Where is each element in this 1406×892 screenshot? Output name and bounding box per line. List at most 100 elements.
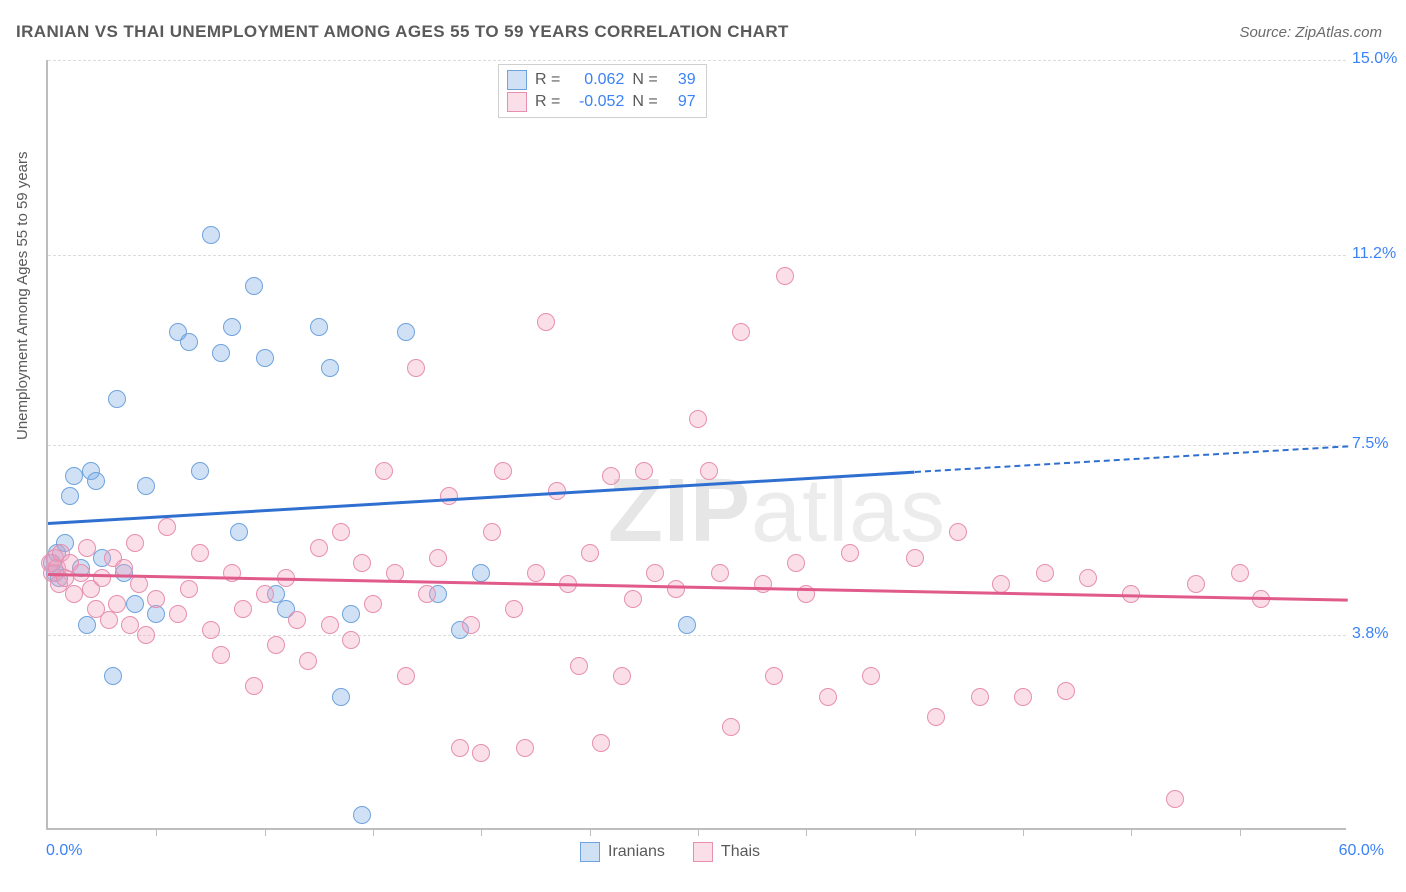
data-point-iranians bbox=[332, 688, 350, 706]
data-point-iranians bbox=[321, 359, 339, 377]
y-tick-label: 11.2% bbox=[1352, 245, 1396, 263]
data-point-thais bbox=[1166, 790, 1184, 808]
scatter-plot-area: ZIPatlas R = 0.062 N = 39 R = -0.052 N =… bbox=[46, 60, 1346, 830]
data-point-thais bbox=[158, 518, 176, 536]
data-point-thais bbox=[1057, 682, 1075, 700]
y-tick-label: 7.5% bbox=[1352, 435, 1388, 453]
data-point-thais bbox=[288, 611, 306, 629]
x-tick bbox=[1023, 828, 1024, 836]
r-label: R = bbox=[535, 91, 560, 113]
data-point-iranians bbox=[353, 806, 371, 824]
n-value-thais: 97 bbox=[666, 91, 696, 113]
data-point-thais bbox=[147, 590, 165, 608]
swatch-iranians bbox=[580, 842, 600, 862]
n-label: N = bbox=[632, 69, 657, 91]
data-point-thais bbox=[108, 595, 126, 613]
x-tick bbox=[590, 828, 591, 836]
data-point-thais bbox=[505, 600, 523, 618]
data-point-thais bbox=[299, 652, 317, 670]
data-point-iranians bbox=[310, 318, 328, 336]
data-point-thais bbox=[602, 467, 620, 485]
x-tick bbox=[1131, 828, 1132, 836]
data-point-thais bbox=[494, 462, 512, 480]
data-point-thais bbox=[137, 626, 155, 644]
data-point-thais bbox=[100, 611, 118, 629]
data-point-thais bbox=[732, 323, 750, 341]
data-point-thais bbox=[375, 462, 393, 480]
data-point-thais bbox=[700, 462, 718, 480]
data-point-thais bbox=[342, 631, 360, 649]
trendline-iranians-extrapolated bbox=[915, 445, 1348, 473]
x-tick bbox=[698, 828, 699, 836]
series-legend: Iranians Thais bbox=[580, 842, 760, 862]
watermark-bold: ZIP bbox=[608, 461, 751, 561]
data-point-iranians bbox=[104, 667, 122, 685]
data-point-thais bbox=[472, 744, 490, 762]
data-point-thais bbox=[776, 267, 794, 285]
data-point-iranians bbox=[65, 467, 83, 485]
data-point-thais bbox=[613, 667, 631, 685]
data-point-thais bbox=[537, 313, 555, 331]
data-point-thais bbox=[256, 585, 274, 603]
data-point-iranians bbox=[180, 333, 198, 351]
data-point-thais bbox=[624, 590, 642, 608]
x-tick bbox=[806, 828, 807, 836]
data-point-thais bbox=[906, 549, 924, 567]
trendline-iranians bbox=[48, 471, 915, 525]
data-point-thais bbox=[1014, 688, 1032, 706]
gridline bbox=[48, 445, 1346, 446]
data-point-thais bbox=[711, 564, 729, 582]
data-point-iranians bbox=[61, 487, 79, 505]
x-axis-min-label: 0.0% bbox=[46, 842, 82, 860]
data-point-thais bbox=[819, 688, 837, 706]
data-point-thais bbox=[93, 569, 111, 587]
data-point-iranians bbox=[342, 605, 360, 623]
data-point-thais bbox=[397, 667, 415, 685]
data-point-iranians bbox=[191, 462, 209, 480]
data-point-thais bbox=[949, 523, 967, 541]
data-point-iranians bbox=[223, 318, 241, 336]
x-tick bbox=[156, 828, 157, 836]
data-point-thais bbox=[353, 554, 371, 572]
data-point-thais bbox=[646, 564, 664, 582]
data-point-iranians bbox=[256, 349, 274, 367]
data-point-iranians bbox=[126, 595, 144, 613]
data-point-thais bbox=[722, 718, 740, 736]
swatch-iranians bbox=[507, 70, 527, 90]
data-point-thais bbox=[570, 657, 588, 675]
data-point-thais bbox=[451, 739, 469, 757]
swatch-thais bbox=[693, 842, 713, 862]
x-tick bbox=[1240, 828, 1241, 836]
data-point-thais bbox=[787, 554, 805, 572]
data-point-thais bbox=[1231, 564, 1249, 582]
y-axis-label: Unemployment Among Ages 55 to 59 years bbox=[14, 151, 31, 440]
data-point-thais bbox=[689, 410, 707, 428]
data-point-iranians bbox=[245, 277, 263, 295]
data-point-thais bbox=[407, 359, 425, 377]
data-point-iranians bbox=[87, 472, 105, 490]
data-point-iranians bbox=[137, 477, 155, 495]
stats-row-thais: R = -0.052 N = 97 bbox=[507, 91, 696, 113]
legend-label-iranians: Iranians bbox=[608, 843, 665, 861]
legend-item-thais: Thais bbox=[693, 842, 760, 862]
watermark: ZIPatlas bbox=[608, 460, 946, 563]
x-tick bbox=[265, 828, 266, 836]
data-point-iranians bbox=[472, 564, 490, 582]
chart-title: IRANIAN VS THAI UNEMPLOYMENT AMONG AGES … bbox=[16, 22, 789, 42]
data-point-thais bbox=[364, 595, 382, 613]
y-tick-label: 15.0% bbox=[1352, 50, 1397, 68]
swatch-thais bbox=[507, 92, 527, 112]
data-point-thais bbox=[841, 544, 859, 562]
data-point-iranians bbox=[397, 323, 415, 341]
n-value-iranians: 39 bbox=[666, 69, 696, 91]
data-point-iranians bbox=[212, 344, 230, 362]
r-value-iranians: 0.062 bbox=[568, 69, 624, 91]
data-point-iranians bbox=[147, 605, 165, 623]
data-point-thais bbox=[267, 636, 285, 654]
data-point-iranians bbox=[108, 390, 126, 408]
x-axis-max-label: 60.0% bbox=[1339, 842, 1384, 860]
data-point-thais bbox=[212, 646, 230, 664]
data-point-thais bbox=[992, 575, 1010, 593]
gridline bbox=[48, 60, 1346, 61]
data-point-iranians bbox=[78, 616, 96, 634]
